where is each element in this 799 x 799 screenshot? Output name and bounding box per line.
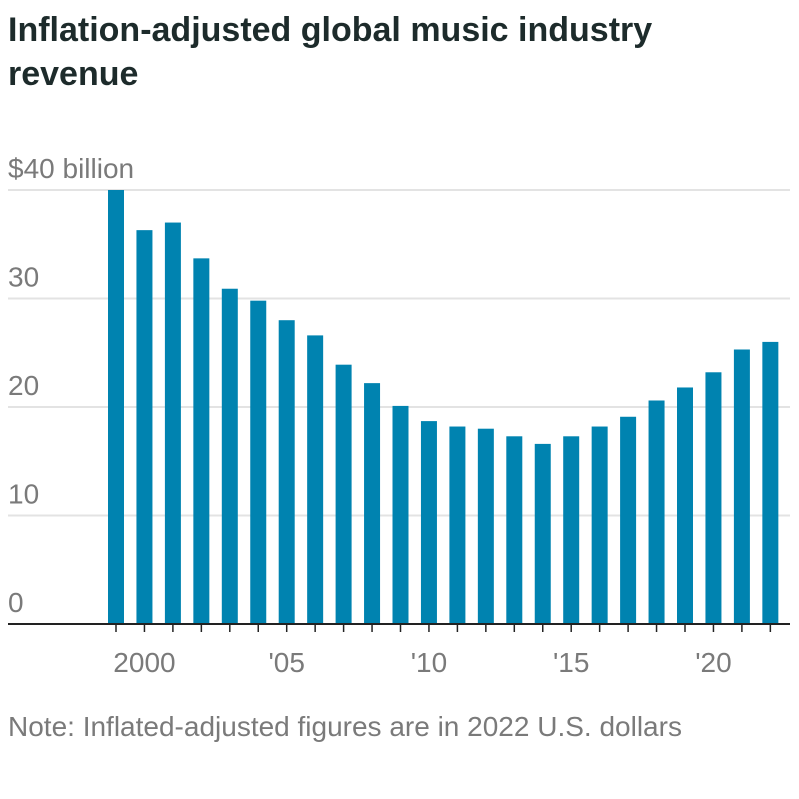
- bar-2009: [392, 405, 409, 624]
- bar-2021: [733, 349, 750, 624]
- bar-2007: [335, 364, 352, 624]
- x-tick-label: '15: [553, 647, 590, 678]
- bar-2010: [420, 421, 437, 624]
- bar-1999: [108, 190, 124, 624]
- bar-2012: [477, 428, 494, 624]
- x-tick-label: 2000: [113, 647, 175, 678]
- bar-2002: [193, 258, 210, 624]
- x-tick-label: '10: [411, 647, 448, 678]
- bar-2016: [591, 426, 608, 624]
- bar-2020: [705, 372, 722, 624]
- bar-2018: [648, 400, 665, 624]
- bar-2004: [250, 300, 267, 624]
- y-tick-label: 20: [8, 370, 39, 401]
- x-tick-label: '05: [268, 647, 305, 678]
- chart-title: Inflation-adjusted global music industry…: [8, 11, 653, 93]
- y-axis-labels: 0 10 20 30 $40 billion: [8, 153, 134, 618]
- bar-2005: [278, 320, 295, 624]
- bar-2001: [164, 222, 181, 625]
- bar-2003: [221, 288, 238, 624]
- y-tick-label: 10: [8, 479, 39, 510]
- y-tick-label: 0: [8, 587, 24, 618]
- bars: [108, 190, 779, 625]
- bar-2013: [506, 436, 523, 624]
- bar-2000: [136, 230, 153, 624]
- bar-2015: [563, 436, 580, 624]
- bar-2008: [364, 383, 381, 624]
- bar-2017: [620, 416, 637, 624]
- bar-2014: [534, 443, 551, 624]
- bar-2022: [762, 341, 779, 624]
- bar-2019: [677, 387, 693, 624]
- bar-2006: [307, 335, 324, 624]
- bar-2011: [449, 426, 466, 624]
- x-axis-labels: 2000 '05 '10 '15 '20: [113, 624, 772, 678]
- x-tick-label: '20: [695, 647, 732, 678]
- y-tick-label: 30: [8, 262, 39, 293]
- y-tick-label: $40 billion: [8, 153, 134, 184]
- chart-note: Note: Inflated-adjusted figures are in 2…: [8, 711, 682, 742]
